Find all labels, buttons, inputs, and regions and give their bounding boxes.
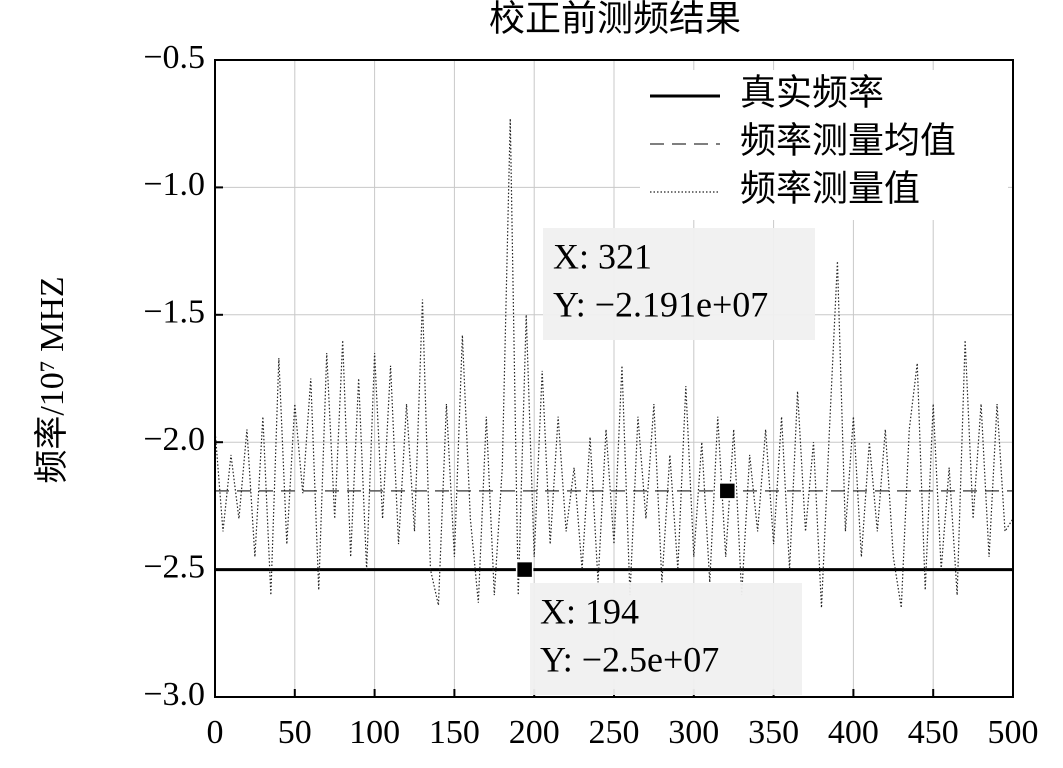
series-line: [214, 118, 1014, 608]
x-tick-label: 0: [207, 714, 224, 751]
x-tick-label: 50: [278, 714, 312, 751]
datatip-text: X: 194: [540, 591, 639, 631]
y-tick-label: −2.5: [143, 548, 205, 585]
y-tick-label: −2.0: [143, 421, 205, 458]
datatip-text: Y: −2.5e+07: [540, 639, 719, 679]
x-tick-label: 500: [988, 714, 1039, 751]
y-tick-label: −3.0: [143, 676, 205, 713]
legend-label: 频率测量均值: [740, 120, 956, 160]
datatip-text: X: 321: [553, 236, 652, 276]
y-axis-label: 频率/10⁷ MHZ: [33, 276, 71, 483]
datatip-marker: [718, 482, 737, 500]
datatip-box: [530, 583, 802, 695]
chart-title: 校正前测频结果: [489, 0, 741, 38]
x-tick-label: 100: [349, 714, 400, 751]
legend-label: 真实频率: [740, 72, 884, 112]
x-tick-label: 300: [668, 714, 719, 751]
x-tick-label: 150: [429, 714, 480, 751]
datatip-box: [543, 228, 815, 340]
x-tick-label: 200: [509, 714, 560, 751]
y-tick-label: −0.5: [143, 39, 205, 76]
datatip-text: Y: −2.191e+07: [553, 284, 768, 324]
legend-label: 频率测量值: [740, 168, 920, 208]
datatip-marker: [515, 560, 534, 579]
x-tick-label: 250: [589, 714, 640, 751]
x-tick-label: 400: [828, 714, 879, 751]
x-tick-label: 450: [908, 714, 959, 751]
y-tick-label: −1.0: [143, 166, 205, 203]
x-tick-label: 350: [748, 714, 799, 751]
plot-frame: [214, 59, 1014, 698]
y-tick-label: −1.5: [143, 294, 205, 331]
